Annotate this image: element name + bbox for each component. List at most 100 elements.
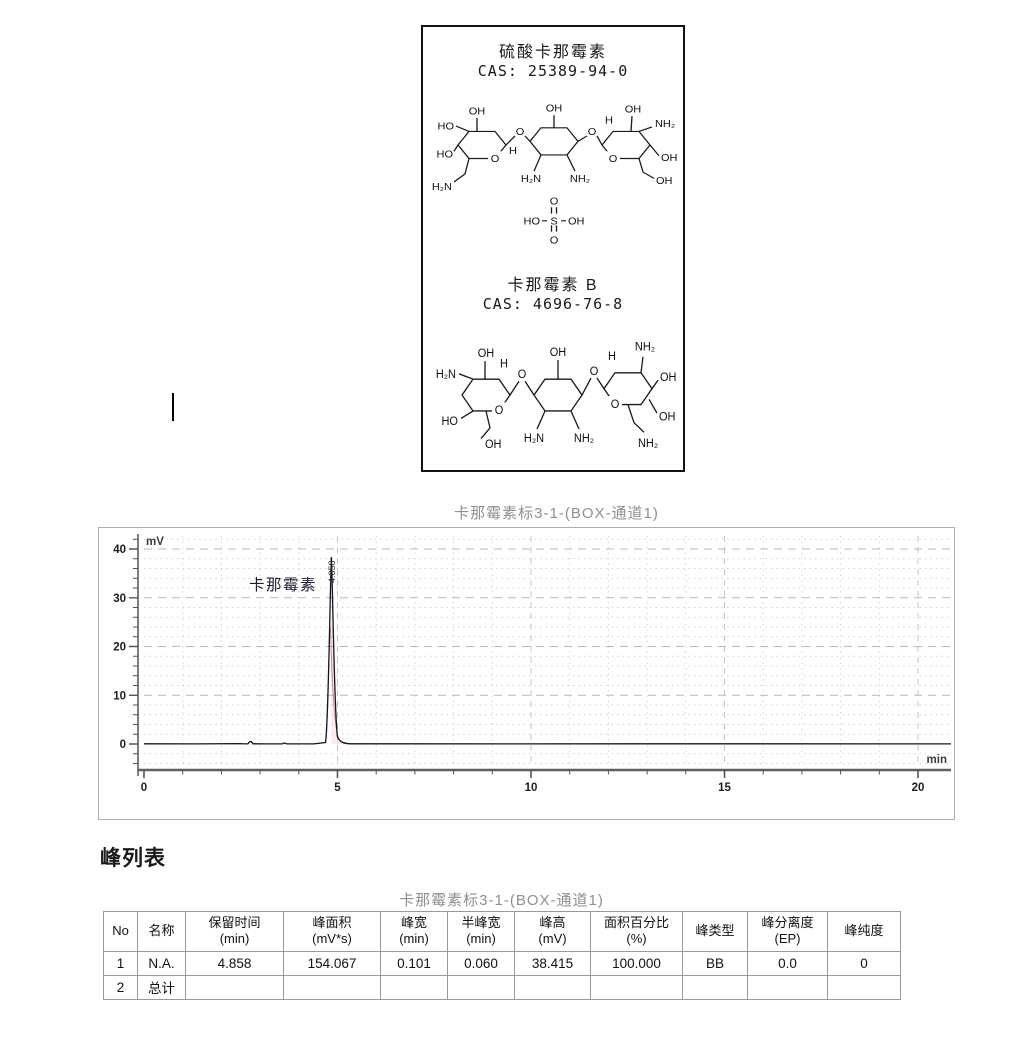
peak-annotation: 卡那霉素 [249,576,317,594]
cell [514,974,591,1000]
atom-label: O [516,127,525,137]
atom-label: OH [478,348,494,360]
cell: 1 [103,950,138,976]
atom-label: H₂N [436,369,456,381]
atom-label: O [590,366,599,378]
cell: BB [682,950,748,976]
col-header-area: 峰面积 (mV*s) [283,911,381,952]
integration-fill [331,557,351,744]
chromatogram-panel: mV min 40 30 20 10 0 0 5 10 15 20 卡那霉素 4… [98,527,955,820]
atom-label: H [509,146,517,156]
atom-label: OH [469,107,485,117]
cell: 4.858 [185,950,284,976]
atom-label: OH [550,347,566,359]
atom-label: HO [437,150,453,160]
col-header-resolution: 峰分离度 (EP) [747,911,828,952]
atom-label: O [550,197,559,207]
cell: 100.000 [590,950,683,976]
x-tick-label: 5 [334,782,341,794]
atom-label: NH₂ [635,341,655,353]
atom-label: H₂N [432,183,452,193]
y-unit-label: mV [146,536,164,548]
peak-list-heading: 峰列表 [100,847,166,870]
peak-retention-label: 4.858 [327,560,337,583]
col-header-name: 名称 [137,911,186,952]
kanamycin-sulfate-structure: HO OH HO H₂N O H O OH H₂N NH₂ O H OH NH₂… [432,104,678,246]
atom-label: O [588,127,597,137]
cell [185,974,284,1000]
col-header-type: 峰类型 [682,911,748,952]
atom-label: OH [656,176,672,186]
compound1-name: 硫酸卡那霉素 [498,44,607,61]
x-tick-label: 0 [141,782,147,794]
cell: 总计 [137,974,186,1000]
atom-label: O [518,369,527,381]
cell: N.A. [137,950,186,976]
chromatogram-plot: mV min 40 30 20 10 0 0 5 10 15 20 卡那霉素 4… [113,534,952,794]
atom-label: H₂N [524,433,544,445]
atom-label: O [491,155,500,165]
cell [747,974,828,1000]
atom-label: OH [625,105,641,115]
atom-label: OH [568,217,584,227]
col-header-area-percent: 面积百分比 (%) [590,911,683,952]
x-tick-label: 20 [912,782,925,794]
y-tick-label: 20 [113,642,126,654]
atom-label: OH [660,372,676,384]
cell: 0.0 [747,950,828,976]
header-row: No 名称 保留时间 (min) 峰面积 (mV*s) 峰宽 (min) 半峰宽 (mi… [103,911,901,952]
atom-label: O [611,399,620,411]
atom-label: NH₂ [655,119,675,129]
compound1-cas: CAS: 25389-94-0 [477,62,629,80]
y-tick-label: 40 [113,544,126,556]
y-ticks-major [129,548,138,745]
atom-label: OH [659,411,675,423]
x-tick-label: 10 [525,782,538,794]
x-tick-label: 15 [718,782,731,794]
atom-label: OH [546,104,562,114]
chromatogram-title: 卡那霉素标3-1-(BOX-通道1) [454,505,659,522]
x-ticks-major [143,770,919,778]
grid-major-h [144,548,951,696]
grid-major-v [337,536,919,766]
cell [827,974,901,1000]
y-ticks-minor [133,538,138,764]
y-tick-label: 10 [113,690,126,702]
grid-minor-h [144,538,951,764]
cell [447,974,515,1000]
y-tick-label: 0 [120,739,126,751]
cell: 0.060 [447,950,515,976]
atom-label: O [495,405,504,417]
atom-label: HO [524,217,540,227]
atom-label: OH [661,154,677,164]
signal-trace [143,556,952,745]
atom-label: H₂N [521,174,541,184]
peak-table-title: 卡那霉素标3-1-(BOX-通道1) [399,892,604,909]
table-row: 2 总计 [103,974,901,1000]
kanamycin-b-structure: H₂N OH H HO O OH O OH H₂N NH₂ O H NH₂ OH… [436,341,677,451]
atom-label: H [608,351,616,363]
table-row: 1 N.A. 4.858 154.067 0.101 0.060 38.415 … [103,950,901,976]
atom-label: NH₂ [570,174,590,184]
cell: 38.415 [514,950,591,976]
cell [590,974,683,1000]
compound2-name: 卡那霉素 B [507,277,599,294]
cell [380,974,448,1000]
atom-label: OH [485,439,501,451]
atom-label: H [605,116,613,126]
col-header-no: No [103,911,138,952]
cell: 154.067 [283,950,381,976]
y-tick-label: 30 [113,593,126,605]
atom-label: NH₂ [638,438,658,450]
col-header-width: 峰宽 (min) [380,911,448,952]
atom-label: HO [442,416,459,428]
atom-label: H [500,358,508,370]
col-header-half-width: 半峰宽 (min) [447,911,515,952]
col-header-retention: 保留时间 (min) [185,911,284,952]
cell [283,974,381,1000]
col-header-purity: 峰纯度 [827,911,901,952]
compound2-cas: CAS: 4696-76-8 [482,295,624,313]
atom-label: NH₂ [574,433,594,445]
atom-label: S [550,217,557,227]
